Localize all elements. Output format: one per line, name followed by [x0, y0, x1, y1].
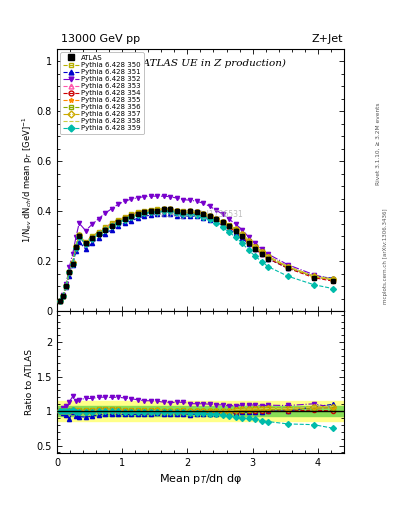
Y-axis label: 1/N$_{ev}$ dN$_{ch}$/d mean p$_T$ [GeV]$^{-1}$: 1/N$_{ev}$ dN$_{ch}$/d mean p$_T$ [GeV]$…	[21, 117, 35, 243]
Text: Nch (ATLAS UE in Z production): Nch (ATLAS UE in Z production)	[114, 59, 286, 68]
X-axis label: Mean p$_T$/dη dφ: Mean p$_T$/dη dφ	[159, 472, 242, 486]
Text: mcplots.cern.ch [arXiv:1306.3436]: mcplots.cern.ch [arXiv:1306.3436]	[383, 208, 387, 304]
Text: Rivet 3.1.10, ≥ 3.2M events: Rivet 3.1.10, ≥ 3.2M events	[376, 102, 380, 185]
Text: ATLAS_2019_I1736531: ATLAS_2019_I1736531	[157, 209, 244, 219]
Text: 13000 GeV pp: 13000 GeV pp	[61, 33, 140, 44]
Legend: ATLAS, Pythia 6.428 350, Pythia 6.428 351, Pythia 6.428 352, Pythia 6.428 353, P: ATLAS, Pythia 6.428 350, Pythia 6.428 35…	[61, 52, 144, 134]
Text: Z+Jet: Z+Jet	[311, 33, 343, 44]
Y-axis label: Ratio to ATLAS: Ratio to ATLAS	[25, 349, 34, 415]
